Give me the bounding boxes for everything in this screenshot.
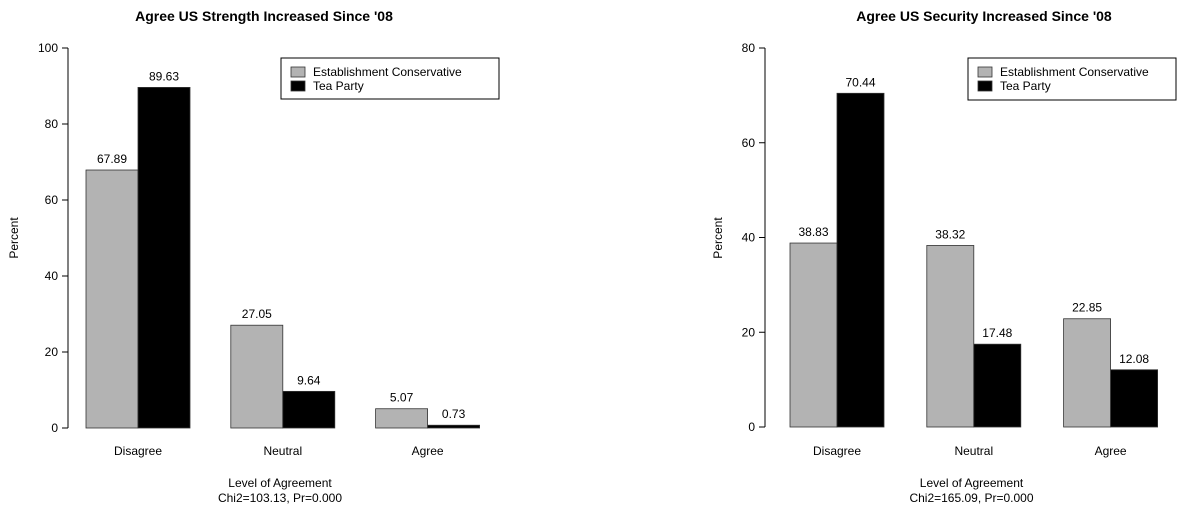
- y-tick-label: 20: [742, 325, 756, 339]
- bar-value-label: 70.44: [845, 75, 875, 89]
- bar-value-label: 5.07: [390, 391, 414, 405]
- y-tick-label: 40: [45, 269, 59, 283]
- x-axis-label: Level of Agreement: [920, 476, 1024, 490]
- bar: [375, 408, 429, 429]
- bar-value-label: 27.05: [242, 307, 272, 321]
- x-category-label: Neutral: [954, 444, 993, 458]
- bar-value-label: 89.63: [149, 69, 179, 83]
- y-tick-label: 80: [742, 41, 756, 55]
- y-tick-label: 0: [748, 420, 755, 434]
- bar: [282, 390, 336, 429]
- legend-swatch: [977, 80, 993, 92]
- y-tick-label: 80: [45, 117, 59, 131]
- bar-value-label: 0.73: [442, 407, 466, 421]
- chart-title: Agree US Strength Increased Since '08: [135, 8, 393, 24]
- bar: [973, 343, 1022, 428]
- bar-value-label: 38.32: [935, 227, 965, 241]
- bar-value-label: 17.48: [982, 326, 1012, 340]
- bar-value-label: 9.64: [297, 373, 321, 387]
- bar-value-label: 22.85: [1072, 301, 1102, 315]
- chart-subtitle: Chi2=165.09, Pr=0.000: [909, 491, 1033, 505]
- bar: [836, 92, 885, 428]
- legend-box: [280, 57, 500, 100]
- x-category-label: Neutral: [263, 444, 302, 458]
- y-tick-label: 20: [45, 345, 59, 359]
- x-category-label: Disagree: [813, 444, 861, 458]
- chart-subtitle: Chi2=103.13, Pr=0.000: [218, 491, 342, 505]
- y-tick-label: 0: [51, 421, 58, 435]
- bar: [85, 169, 139, 429]
- y-axis-label: Percent: [7, 217, 21, 259]
- legend-swatch: [290, 80, 306, 92]
- chart-strength: Agree US Strength Increased Since '08 Le…: [7, 8, 500, 505]
- bar-value-label: 38.83: [798, 225, 828, 239]
- x-category-label: Disagree: [114, 444, 162, 458]
- legend-label: Tea Party: [1000, 79, 1051, 93]
- y-tick-label: 100: [38, 41, 58, 55]
- y-tick-label: 60: [45, 193, 59, 207]
- bar: [789, 242, 838, 428]
- chart-security: Agree US Security Increased Since '08 Le…: [711, 8, 1177, 505]
- chart-title: Agree US Security Increased Since '08: [856, 8, 1112, 24]
- x-category-label: Agree: [1095, 444, 1127, 458]
- bar-value-label: 12.08: [1119, 352, 1149, 366]
- legend-label: Tea Party: [313, 79, 364, 93]
- legend-label: Establishment Conservative: [1000, 65, 1149, 79]
- x-category-label: Agree: [412, 444, 444, 458]
- legend-label: Establishment Conservative: [313, 65, 462, 79]
- legend-swatch: [290, 66, 306, 78]
- legend-swatch: [977, 66, 993, 78]
- x-axis-label: Level of Agreement: [228, 476, 332, 490]
- y-tick-label: 40: [742, 231, 756, 245]
- bar: [427, 424, 481, 429]
- bar: [137, 87, 191, 429]
- legend-box: [967, 57, 1177, 101]
- y-tick-label: 60: [742, 136, 756, 150]
- bar: [926, 245, 975, 428]
- bar-value-label: 67.89: [97, 152, 127, 166]
- bar: [230, 324, 284, 429]
- bar: [1063, 318, 1111, 428]
- y-axis-label: Percent: [711, 217, 725, 259]
- bar: [1110, 369, 1158, 428]
